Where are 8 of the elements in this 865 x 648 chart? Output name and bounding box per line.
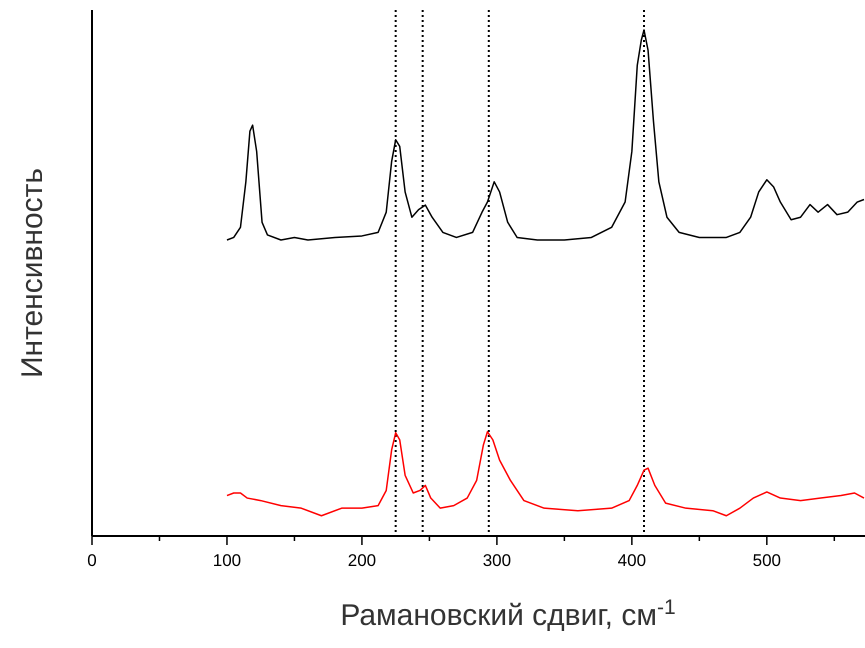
x-tick-label: 400 (618, 551, 646, 570)
x-tick-label: 500 (752, 551, 782, 570)
x-tick-label: 200 (348, 551, 376, 570)
x-tick-label: 300 (482, 551, 512, 570)
x-tick-label: 0 (87, 551, 97, 570)
x-tick-label: 100 (212, 551, 242, 570)
x-axis-title: Рамановский сдвиг, см$^{-1}$ (340, 596, 676, 632)
y-axis-title: Интенсивность (16, 168, 49, 378)
